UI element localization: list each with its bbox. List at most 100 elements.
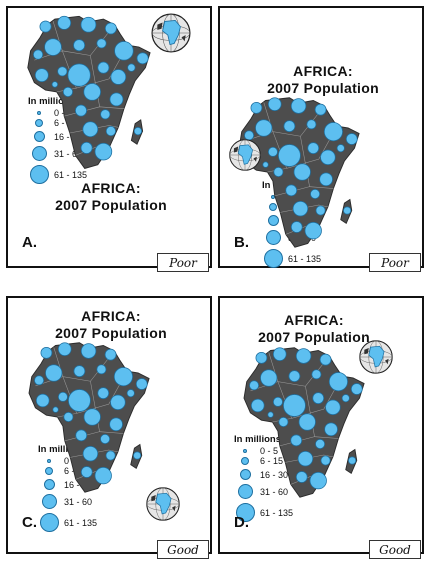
legend-swatch-box: [38, 459, 60, 463]
legend-swatch-box: [38, 513, 60, 532]
rating-label: Good: [369, 540, 421, 559]
globe-icon: [146, 487, 180, 521]
legend-swatch-box: [234, 457, 256, 465]
title-line-2: 2007 Population: [55, 197, 167, 213]
legend-circle: [241, 457, 249, 465]
title-line-1: AFRICA:: [81, 308, 141, 324]
legend-circle: [35, 119, 43, 127]
population-circles: [34, 342, 148, 485]
legend-swatch-box: [234, 469, 256, 480]
legend-label: 61 - 135: [260, 507, 294, 518]
legend-label: 16 - 30: [64, 479, 93, 490]
legend-label: 6 - 15: [260, 456, 284, 466]
legend-row: 61 - 135: [262, 247, 321, 270]
legend-circle: [269, 203, 277, 211]
legend-circle: [267, 215, 279, 226]
legend-circle: [235, 503, 255, 522]
title-line-1: AFRICA:: [284, 312, 344, 328]
legend-circle: [263, 249, 283, 268]
rating-label: Poor: [157, 253, 209, 272]
legend-title: In millions: [234, 434, 281, 445]
legend-label: 0 - 5: [260, 446, 279, 456]
legend-row: 6 - 15: [234, 455, 293, 467]
legend-circle: [265, 230, 281, 245]
africa-map: [27, 15, 151, 169]
panel-letter: B.: [234, 234, 249, 251]
legend-swatch-box: [262, 195, 284, 199]
legend-row: 31 - 60: [28, 144, 87, 163]
map-title: AFRICA: 2007 Population: [220, 63, 426, 97]
africa-map: [243, 347, 365, 498]
legend-circle: [41, 494, 57, 509]
legend-circle: [33, 131, 45, 142]
legend-label: 31 - 60: [64, 496, 93, 507]
globe-icon: [359, 340, 393, 374]
map-title: AFRICA: 2007 Population: [8, 180, 214, 214]
title-line-1: AFRICA:: [293, 63, 353, 79]
legend-label: 61 - 135: [64, 517, 98, 528]
map-title: AFRICA: 2007 Population: [234, 312, 394, 346]
legend-label: 16 - 30: [54, 131, 83, 142]
legend-swatch-box: [28, 119, 50, 127]
title-line-2: 2007 Population: [258, 329, 370, 345]
legend-row: 16 - 30: [38, 477, 97, 492]
legend-row: 61 - 135: [234, 501, 293, 524]
rating-label: Good: [157, 540, 209, 559]
legend-swatch-box: [38, 494, 60, 509]
legend-swatch-box: [234, 484, 256, 499]
legend-row: 61 - 135: [38, 511, 97, 534]
legend-circle: [237, 484, 253, 499]
legend-label: 31 - 60: [260, 486, 289, 497]
panel-letter: C.: [22, 514, 37, 531]
legend-title: In millions: [38, 444, 85, 455]
legend-row: 16 - 30: [234, 467, 293, 482]
rating-label: Poor: [369, 253, 421, 272]
globe-icon: [229, 139, 261, 171]
legend-swatch-box: [262, 249, 284, 268]
legend-row: 0 - 5: [234, 446, 293, 456]
legend-circle: [243, 449, 247, 453]
population-circles: [249, 347, 363, 490]
legend-row: 0 - 5: [28, 108, 87, 118]
panel-letter: D.: [234, 514, 249, 531]
legend-circle: [31, 146, 47, 161]
legend-swatch-box: [38, 479, 60, 490]
legend-circle: [47, 459, 51, 463]
legend-label: 16 - 30: [260, 469, 289, 480]
legend-row: 31 - 60: [38, 492, 97, 511]
map-title: AFRICA: 2007 Population: [8, 308, 214, 342]
legend-label: 61 - 135: [288, 253, 322, 264]
legend-row: 31 - 60: [234, 482, 293, 501]
legend-swatch-box: [28, 131, 50, 142]
legend-circle: [39, 513, 59, 532]
globe-icon: [151, 13, 191, 53]
legend-title: In millions: [28, 96, 75, 107]
legend-swatch-box: [28, 111, 50, 115]
legend-swatch-box: [234, 449, 256, 453]
legend-row: 16 - 30: [28, 129, 87, 144]
legend-swatch-box: [262, 215, 284, 226]
legend-label: 0 - 5: [54, 108, 73, 118]
legend-row: 61 - 135: [28, 163, 87, 186]
legend-label: 31 - 60: [54, 148, 83, 159]
legend-swatch-box: [28, 165, 50, 184]
legend-circle: [239, 469, 251, 480]
title-line-2: 2007 Population: [55, 325, 167, 341]
legend-swatch-box: [262, 203, 284, 211]
legend-row: 6 - 15: [28, 117, 87, 129]
population-circles: [33, 15, 149, 161]
legend-circle: [45, 467, 53, 475]
legend-swatch-box: [38, 467, 60, 475]
legend-label: 61 - 135: [54, 169, 88, 180]
legend-circle: [271, 195, 275, 199]
title-line-2: 2007 Population: [267, 80, 379, 96]
legend-circle: [37, 111, 41, 115]
africa-map: [28, 342, 150, 493]
panel-letter: A.: [22, 234, 37, 251]
legend-swatch-box: [234, 503, 256, 522]
legend-circle: [29, 165, 49, 184]
legend-circle: [43, 479, 55, 490]
legend-swatch-box: [262, 230, 284, 245]
